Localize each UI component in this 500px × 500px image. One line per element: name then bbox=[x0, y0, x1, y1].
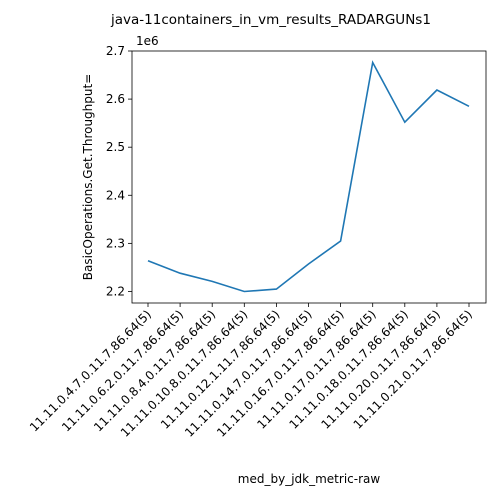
y-tick-label: 2.7 bbox=[106, 44, 125, 58]
data-line bbox=[147, 60, 470, 293]
chart-title: java-11containers_in_vm_results_RADARGUN… bbox=[110, 12, 431, 28]
y-axis-multiplier: 1e6 bbox=[136, 34, 159, 48]
y-tick-label: 2.3 bbox=[106, 236, 125, 250]
y-tick-label: 2.4 bbox=[106, 188, 125, 202]
x-axis-label: med_by_jdk_metric-raw bbox=[238, 472, 381, 486]
x-axis-ticks: 11.11.0.4.7.0.11.7.86.64(5)11.11.0.6.2.0… bbox=[27, 303, 475, 440]
y-tick-label: 2.5 bbox=[106, 140, 125, 154]
y-tick-label: 2.2 bbox=[106, 284, 125, 298]
y-tick-label: 2.6 bbox=[106, 92, 125, 106]
plot-frame bbox=[131, 50, 487, 304]
y-axis-ticks: 2.2 2.3 2.4 2.5 2.6 2.7 bbox=[106, 44, 132, 298]
y-axis-label: BasicOperations.Get.Throughput= bbox=[81, 74, 95, 281]
